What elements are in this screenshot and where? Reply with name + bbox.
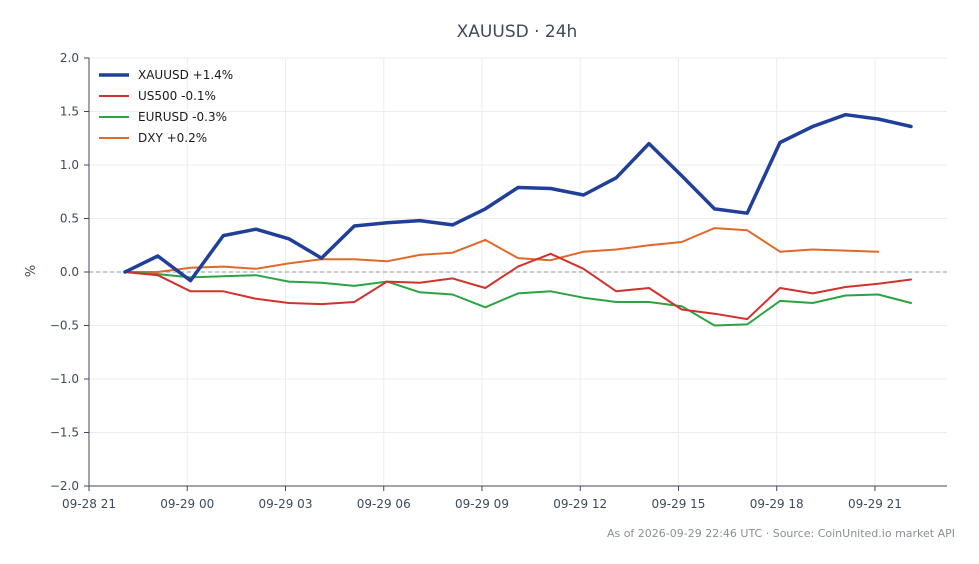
series-layer [123,112,913,327]
series-line-eurusd [124,271,912,327]
x-tick-label: 09-29 12 [553,497,607,511]
x-tick-label: 09-29 21 [848,497,902,511]
y-tick-label: 2.0 [60,51,79,65]
series-line-us500 [124,252,912,321]
legend-label: DXY +0.2% [138,131,207,145]
chart-title: XAUUSD · 24h [457,22,578,42]
y-tick-label: −2.0 [50,479,79,493]
y-tick-label: 1.5 [60,105,79,119]
footer-source: As of 2026-09-29 22:46 UTC · Source: Coi… [607,527,955,540]
x-tick-label: 09-29 09 [455,497,509,511]
series-line-xauusd [123,112,913,283]
y-axis-label: % [24,265,39,277]
x-tick-label: 09-29 03 [259,497,313,511]
legend-label: EURUSD -0.3% [138,110,227,124]
y-tick-label: 0.5 [60,212,79,226]
legend-label: US500 -0.1% [138,89,216,103]
x-tick-label: 09-29 00 [160,497,214,511]
x-tick-label: 09-29 15 [651,497,705,511]
x-tick-label: 09-29 18 [750,497,804,511]
legend: XAUUSD +1.4% US500 -0.1% EURUSD -0.3% DXY +… [99,68,233,145]
x-tick-label: 09-29 06 [357,497,411,511]
y-tick-label: −0.5 [50,319,79,333]
y-tick-label: 1.0 [60,158,79,172]
y-tick-label: 0.0 [60,265,79,279]
y-tick-label: −1.5 [50,426,79,440]
y-tick-label: −1.0 [50,372,79,386]
x-tick-label: 09-28 21 [62,497,116,511]
series-line-dxy [124,227,880,273]
axes: 2.0 1.5 1.0 0.5 0.0 −0.5 −1.0 −1.5 −2.0 09-28 21 0… [50,51,947,511]
legend-label: XAUUSD +1.4% [138,68,233,82]
